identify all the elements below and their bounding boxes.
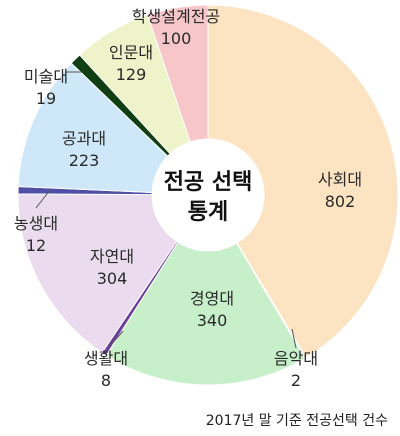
slice-label-6: 농생대 (14, 214, 58, 233)
slice-label-3: 경영대 (190, 289, 234, 308)
slice-label-5: 자연대 (90, 247, 134, 266)
leader-line-4 (109, 330, 124, 347)
leader-line-6 (35, 189, 51, 209)
slice-label-7: 공과대 (62, 129, 106, 148)
center-title-line-1: 전공 선택 (164, 170, 253, 195)
slice-label-10: 학생설계전공 (132, 7, 220, 26)
slice-label-9: 인문대 (109, 43, 153, 62)
slice-value-9: 129 (116, 65, 147, 84)
slice-label-4: 생활대 (84, 349, 128, 368)
chart-footnote: 2017년 말 기준 전공선택 건수 (205, 413, 388, 429)
slice-value-10: 100 (161, 29, 192, 48)
center-circle (152, 139, 264, 251)
slice-value-3: 340 (197, 311, 228, 330)
slice-value-7: 223 (69, 151, 100, 170)
slice-value-8: 19 (36, 89, 56, 108)
slice-labels: 사회대 802 음악대 2 경영대 340 생활대 8 자연대 304 농생대 12 공과대 223 미술대… (14, 7, 362, 390)
slice-label-8: 미술대 (24, 67, 68, 86)
slice-value-1: 802 (325, 192, 356, 211)
leader-lines (35, 71, 297, 349)
slice-label-2: 음악대 (274, 349, 318, 368)
slice-value-2: 2 (291, 371, 301, 390)
slice-value-5: 304 (97, 269, 128, 288)
slice-value-4: 8 (101, 371, 111, 390)
leader-line-2 (291, 328, 297, 349)
slices-group (17, 4, 399, 386)
leader-line-8 (65, 71, 82, 82)
slice-label-1: 사회대 (318, 170, 362, 189)
slice-value-6: 12 (26, 236, 46, 255)
center-title-line-2: 통계 (188, 200, 228, 225)
